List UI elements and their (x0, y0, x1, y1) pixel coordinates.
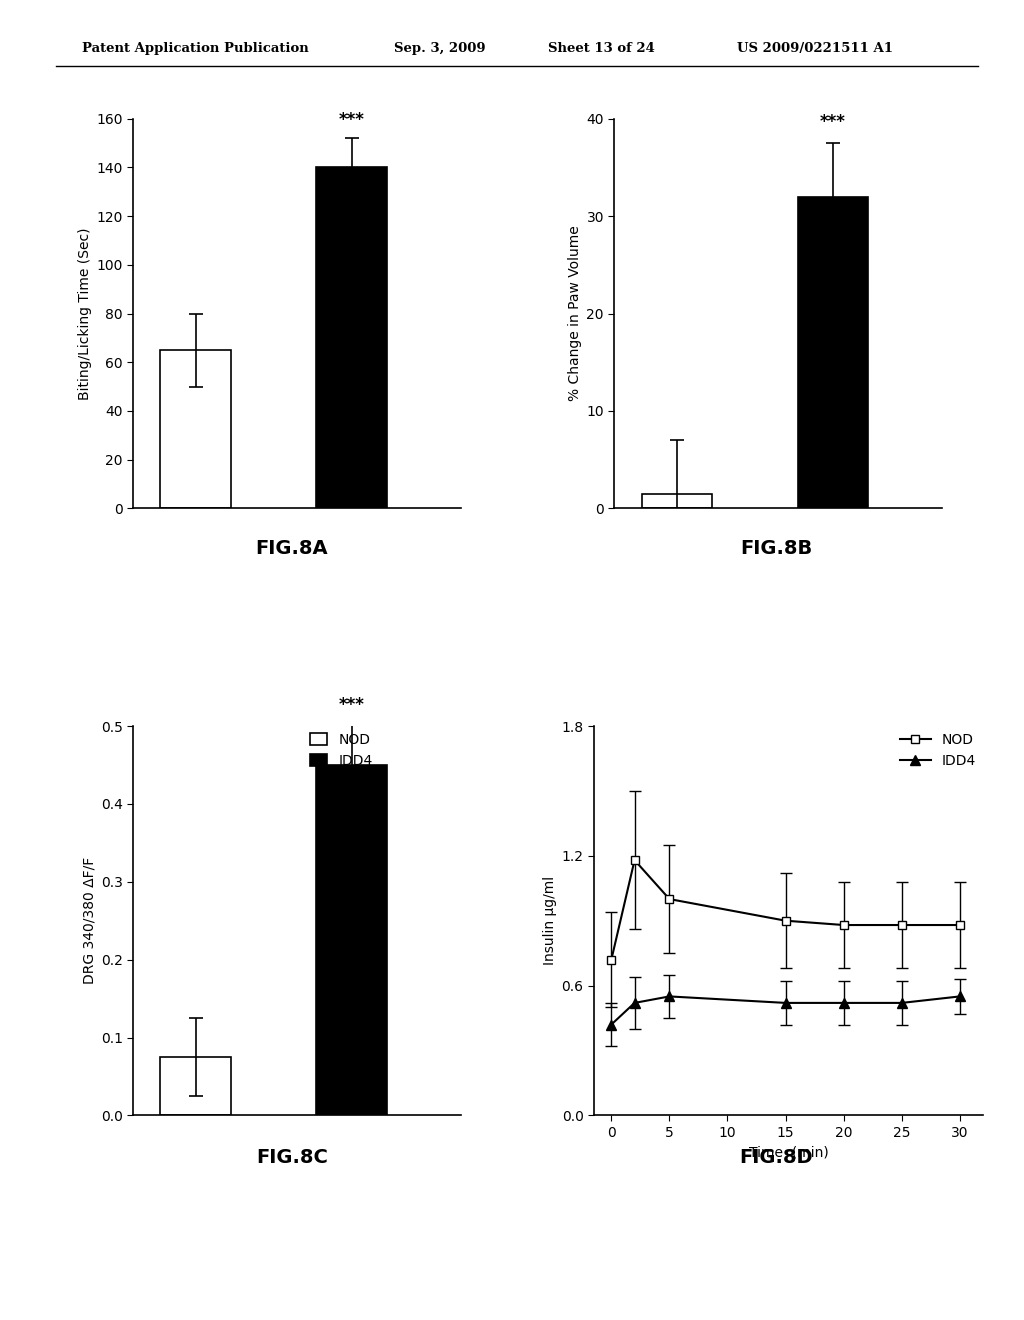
Text: FIG.8C: FIG.8C (256, 1148, 328, 1167)
Y-axis label: % Change in Paw Volume: % Change in Paw Volume (568, 226, 583, 401)
Bar (798, 197, 868, 508)
Text: Patent Application Publication: Patent Application Publication (82, 42, 308, 55)
Y-axis label: Insulin μg/ml: Insulin μg/ml (543, 876, 557, 965)
Bar (316, 168, 387, 508)
Text: Sheet 13 of 24: Sheet 13 of 24 (548, 42, 654, 55)
Text: US 2009/0221511 A1: US 2009/0221511 A1 (737, 42, 893, 55)
Y-axis label: Biting/Licking Time (Sec): Biting/Licking Time (Sec) (78, 227, 92, 400)
Bar (161, 350, 230, 508)
Y-axis label: DRG 340/380 ΔF/F: DRG 340/380 ΔF/F (83, 857, 96, 985)
Text: FIG.8A: FIG.8A (256, 539, 328, 557)
Text: ***: *** (339, 111, 365, 128)
Text: ***: *** (339, 697, 365, 714)
Text: ***: *** (820, 114, 846, 132)
Text: Sep. 3, 2009: Sep. 3, 2009 (394, 42, 485, 55)
Bar (642, 494, 712, 508)
Legend: NOD, IDD4: NOD, IDD4 (900, 733, 976, 768)
Text: FIG.8B: FIG.8B (740, 539, 812, 557)
Legend: NOD, IDD4: NOD, IDD4 (310, 733, 373, 768)
Text: FIG.8D: FIG.8D (739, 1148, 813, 1167)
Bar (316, 766, 387, 1115)
Bar (161, 1057, 230, 1115)
X-axis label: Time  (min): Time (min) (749, 1146, 828, 1159)
